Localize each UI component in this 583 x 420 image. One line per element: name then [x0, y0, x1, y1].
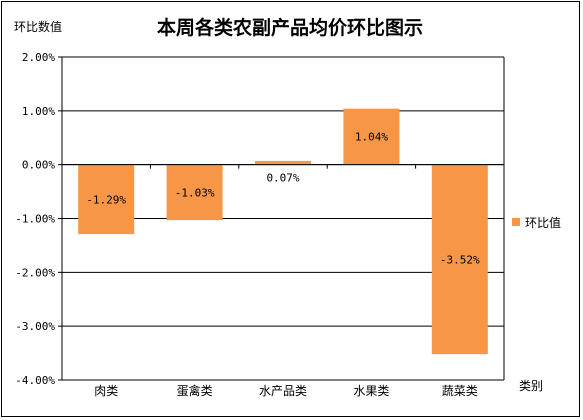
y-tick-label: 0.00%	[22, 159, 55, 172]
chart-title: 本周各类农副产品均价环比图示	[157, 16, 423, 39]
bar	[166, 164, 223, 221]
x-tick-label: 水产品类	[259, 384, 307, 398]
bar	[78, 164, 135, 235]
y-axis-label: 环比数值	[14, 19, 62, 34]
y-tick-label: -1.00%	[15, 213, 55, 226]
data-label: -1.29%	[86, 193, 126, 206]
data-label: 0.07%	[266, 172, 299, 185]
data-labels: -1.29% -1.03% 0.07% 1.04% -3.52%	[86, 131, 480, 267]
bar	[255, 160, 311, 165]
bars	[78, 108, 488, 355]
x-tick-label: 蔬菜类	[442, 384, 478, 398]
x-axis-label: 类别	[519, 379, 543, 393]
y-tick-label: -2.00%	[15, 266, 55, 279]
y-tick-label: 1.00%	[22, 105, 55, 118]
bar	[431, 164, 488, 355]
axes	[61, 57, 505, 380]
y-tick-label: 2.00%	[22, 51, 55, 64]
data-label: -1.03%	[175, 186, 215, 199]
x-tick-label: 蛋禽类	[177, 383, 213, 398]
y-tick-label: -3.00%	[15, 320, 55, 333]
legend: 环比值	[512, 215, 561, 230]
x-tick-label: 肉类	[94, 384, 118, 398]
legend-label: 环比值	[525, 215, 561, 230]
legend-swatch	[512, 218, 520, 226]
x-tick-label: 水果类	[353, 384, 389, 398]
data-label: -3.52%	[440, 253, 480, 266]
data-label: 1.04%	[355, 131, 388, 144]
bar	[343, 108, 400, 165]
y-tick-label: -4.00%	[15, 374, 55, 387]
category-labels: 肉类 蛋禽类 水产品类 水果类 蔬菜类	[94, 383, 478, 398]
y-tick-labels: 2.00% 1.00% 0.00% -1.00% -2.00% -3.00% -4.00%	[15, 51, 55, 387]
